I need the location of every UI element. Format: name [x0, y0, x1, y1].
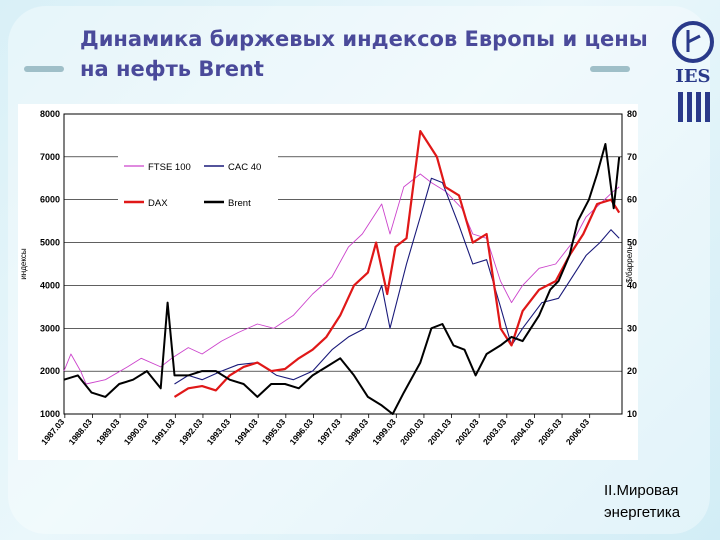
x-tick-label: 1993.03 [205, 417, 233, 447]
x-tick-label: 2004.03 [509, 417, 537, 447]
series-line-brent [63, 143, 621, 415]
line-chart: 1000 2000 3000 4000 5000 6000 7000 8000 10 20 30 40… [19, 109, 637, 447]
y-left-tick-label: 1000 [40, 409, 60, 419]
y-right-axis-title: $/баррель [625, 245, 634, 282]
slide-title: Динамика биржевых индексов Европы и цены… [80, 27, 648, 81]
y-right-tick-label: 80 [627, 109, 637, 119]
y-right-tick-label: 60 [627, 195, 637, 205]
y-right-tick-label: 10 [627, 409, 637, 419]
x-tick-label: 1997.03 [315, 417, 343, 447]
x-tick-label: 1988.03 [67, 417, 95, 447]
legend-label: Brent [228, 198, 251, 209]
series-line-dax [173, 130, 621, 398]
y-left-tick-label: 3000 [40, 323, 60, 333]
legend-label: CAC 40 [228, 162, 261, 173]
section-footer: II.Мировая энергетика [604, 480, 716, 524]
x-tick-label: 1996.03 [288, 417, 316, 447]
y-left-axis-title: индексы [19, 248, 28, 280]
chart-area: 1000 2000 3000 4000 5000 6000 7000 8000 10 20 30 40… [18, 104, 638, 460]
legend-box [118, 152, 278, 210]
y-right-tick-label: 40 [627, 280, 637, 290]
x-tick-label: 1999.03 [370, 417, 398, 447]
logo-text: IES [675, 66, 710, 87]
x-tick-label: 2005.03 [536, 417, 564, 447]
x-tick-label: 1998.03 [343, 417, 371, 447]
legend-label: FTSE 100 [148, 162, 191, 173]
footer-line-1: II.Мировая [604, 482, 679, 499]
ies-logo: IES [668, 16, 718, 126]
title-rule-left [24, 66, 64, 72]
y-left-tick-label: 8000 [40, 109, 60, 119]
y-left-tick-label: 2000 [40, 366, 60, 376]
y-left-tick-label: 6000 [40, 195, 60, 205]
x-tick-label: 1987.03 [39, 417, 67, 447]
x-tick-label: 1994.03 [232, 417, 260, 447]
x-tick-label: 2003.03 [481, 417, 509, 447]
y-right-tick-label: 30 [627, 323, 637, 333]
x-tick-label: 1995.03 [260, 417, 288, 447]
y-left-tick-label: 5000 [40, 238, 60, 248]
x-tick-label: 1989.03 [94, 417, 122, 447]
x-tick-label: 2006.03 [564, 417, 592, 447]
y-left-tick-label: 4000 [40, 280, 60, 290]
x-tick-label: 2001.03 [426, 417, 454, 447]
x-tick-label: 2002.03 [453, 417, 481, 447]
legend-label: DAX [148, 198, 168, 209]
x-tick-label: 1992.03 [177, 417, 205, 447]
y-right-tick-label: 50 [627, 238, 637, 248]
title-rule-right [590, 66, 630, 72]
x-tick-label: 1990.03 [122, 417, 150, 447]
y-right-tick-label: 20 [627, 366, 637, 376]
series-line-ftse-100 [63, 173, 620, 385]
footer-line-2: энергетика [604, 504, 681, 521]
x-tick-label: 1991.03 [149, 417, 177, 447]
y-left-tick-label: 7000 [40, 152, 60, 162]
y-right-tick-label: 70 [627, 152, 637, 162]
x-tick-label: 2000.03 [398, 417, 426, 447]
